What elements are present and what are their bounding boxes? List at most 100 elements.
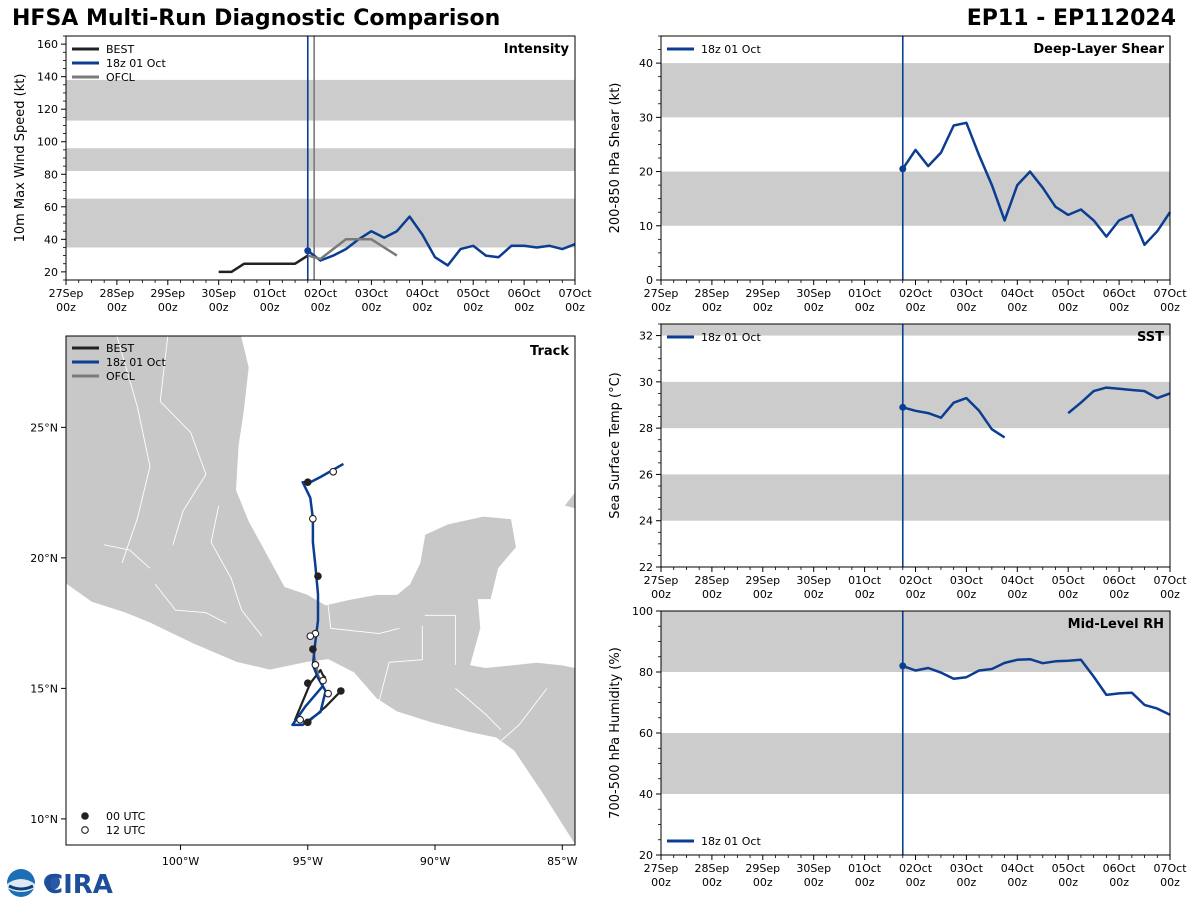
sst-ytick-label: 30: [639, 376, 653, 389]
rh-frame: [660, 610, 1171, 856]
intensity-xtick-label: 00z: [463, 301, 483, 314]
intensity-series-ofcl: [307, 238, 398, 261]
shear-xtick-label: 02Oct: [899, 287, 933, 300]
intensity-xtick-label: 00z: [260, 301, 280, 314]
track-land-west: [66, 437, 79, 480]
shear-xtick-label: 27Sep: [644, 287, 679, 300]
track-marker-legend-12utc: [81, 826, 89, 834]
sst-init-point: [899, 403, 907, 411]
track-legend-label: 18z 01 Oct: [106, 356, 166, 369]
intensity-xtick-label: 00z: [107, 301, 127, 314]
intensity-legend-label: OFCL: [106, 71, 136, 84]
sst-ytick-label: 32: [639, 330, 653, 343]
sst-xtick-label: 04Oct: [1001, 574, 1035, 587]
track-point-00utc: [303, 679, 312, 687]
shear-xtick-label: 29Sep: [745, 287, 780, 300]
intensity-panel: 27Sep00z28Sep00z29Sep00z30Sep00z01Oct00z…: [13, 35, 592, 314]
shear-xtick-label: 01Oct: [848, 287, 882, 300]
intensity-ytick-label: 20: [44, 266, 58, 279]
intensity-ytick-label: 140: [37, 71, 58, 84]
rh-xtick-label: 29Sep: [745, 862, 780, 875]
sst-xtick-label: 02Oct: [899, 574, 933, 587]
track-point-12utc: [309, 514, 317, 523]
intensity-xtick-label: 00z: [158, 301, 178, 314]
track-ytick-label: 15°N: [30, 682, 58, 695]
rh-xtick-label: 00z: [753, 876, 773, 889]
sst-xtick-label: 00z: [651, 588, 671, 601]
globe-icon: [44, 874, 60, 890]
rh-panel: 27Sep00z28Sep00z29Sep00z30Sep00z01Oct00z…: [608, 605, 1187, 889]
intensity-xtick-label: 00z: [412, 301, 432, 314]
rh-xtick-label: 07Oct: [1153, 862, 1187, 875]
sst-xtick-label: 29Sep: [745, 574, 780, 587]
shear-xtick-label: 04Oct: [1001, 287, 1035, 300]
shear-series-18z-01-oct: [901, 121, 1172, 247]
sst-band-0: [661, 474, 1170, 521]
track-border-line: [455, 688, 502, 731]
track-point-00utc: [303, 478, 312, 486]
sst-xtick-label: 28Sep: [695, 574, 730, 587]
sst-title: SST: [1137, 330, 1164, 345]
intensity-xtick-label: 00z: [209, 301, 229, 314]
track-xtick-label: 100°W: [162, 855, 199, 868]
sst-frame: [660, 323, 1171, 568]
track-xtick-label: 85°W: [547, 855, 577, 868]
sst-xtick-label: 00z: [1007, 588, 1027, 601]
intensity-xtick-label: 30Sep: [201, 287, 236, 300]
shear-ytick-label: 30: [639, 111, 653, 124]
shear-band-0: [661, 171, 1170, 226]
rh-xtick-label: 00z: [804, 876, 824, 889]
sst-xtick-label: 01Oct: [848, 574, 882, 587]
sst-xtick-label: 00z: [702, 588, 722, 601]
rh-series-18z-01-oct: [902, 657, 1171, 716]
shear-xtick-label: 07Oct: [1153, 287, 1187, 300]
track-frame: [65, 335, 576, 846]
sst-xtick-label: 00z: [957, 588, 977, 601]
rh-xtick-label: 06Oct: [1103, 862, 1137, 875]
rh-title: Mid-Level RH: [1068, 617, 1164, 632]
rh-band-0: [661, 733, 1170, 794]
track-panel: 100°W 95°W 90°W 85°W 10°N 15°N 20°N 25°N Track BE…: [30, 335, 578, 868]
rh-xtick-label: 05Oct: [1052, 862, 1086, 875]
sst-xtick-label: 00z: [804, 588, 824, 601]
rh-ylabel: 700-500 hPa Humidity (%): [608, 647, 623, 819]
intensity-ytick-label: 100: [37, 136, 58, 149]
track-point-00utc: [309, 645, 317, 654]
intensity-band-2: [66, 79, 575, 121]
track-marker-legend-label: 00 UTC: [106, 810, 146, 823]
shear-xtick-label: 28Sep: [695, 287, 730, 300]
sst-ytick-label: 24: [639, 515, 653, 528]
shear-band-1: [661, 63, 1170, 118]
sst-ytick-label: 26: [639, 468, 653, 481]
sst-xtick-label: 00z: [906, 588, 926, 601]
track-ytick-label: 25°N: [30, 421, 58, 434]
intensity-series-18z-01-oct: [307, 215, 576, 267]
intensity-ytick-label: 40: [44, 233, 58, 246]
intensity-ytick-label: 60: [44, 201, 58, 214]
intensity-xtick-label: 00z: [565, 301, 585, 314]
track-marker-legend-00utc: [81, 812, 89, 820]
rh-ytick-label: 60: [639, 727, 653, 740]
rh-xtick-label: 03Oct: [950, 862, 984, 875]
shear-xtick-label: 30Sep: [796, 287, 831, 300]
intensity-xtick-label: 03Oct: [355, 287, 389, 300]
track-legend-label: BEST: [106, 342, 134, 355]
track-point-12utc: [324, 689, 332, 698]
shear-title: Deep-Layer Shear: [1033, 42, 1164, 57]
shear-ylabel: 200-850 hPa Shear (kt): [608, 83, 623, 234]
rh-xtick-label: 00z: [1160, 876, 1180, 889]
shear-legend-label: 18z 01 Oct: [701, 43, 761, 56]
rh-xtick-label: 00z: [855, 876, 875, 889]
shear-xtick-label: 03Oct: [950, 287, 984, 300]
shear-xtick-label: 00z: [1058, 301, 1078, 314]
intensity-band-1: [66, 148, 575, 172]
rh-ytick-label: 40: [639, 788, 653, 801]
intensity-legend-label: BEST: [106, 43, 134, 56]
track-point-00utc: [314, 572, 322, 580]
sst-band-1: [661, 381, 1170, 429]
sst-legend-label: 18z 01 Oct: [701, 331, 761, 344]
track-title: Track: [530, 344, 569, 359]
intensity-xtick-label: 00z: [56, 301, 76, 314]
track-point-00utc: [303, 718, 312, 727]
